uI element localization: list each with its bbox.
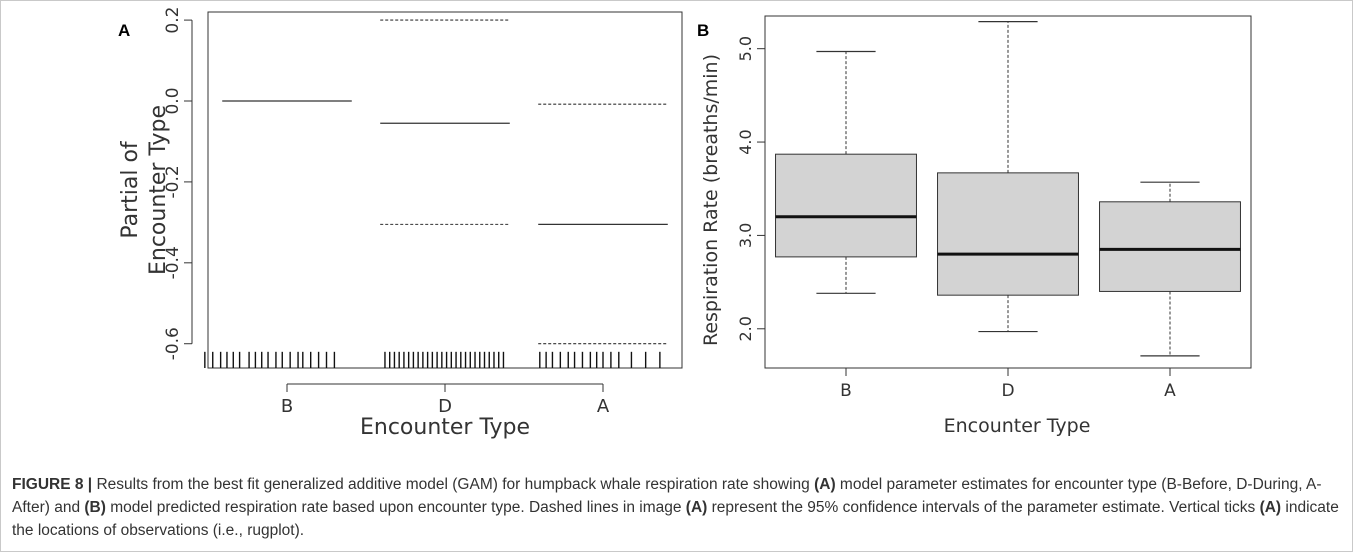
panel-b-plot <box>775 21 1241 357</box>
caption-text: Results from the best fit generalized ad… <box>92 476 815 493</box>
x-tick-label: A <box>1164 381 1176 401</box>
x-tick-label: B <box>840 381 852 401</box>
caption-ref-a: (A) <box>814 476 836 493</box>
y-tick-label: -0.4 <box>163 246 183 279</box>
caption-figure-label: FIGURE 8 | <box>12 476 93 493</box>
panel-a-xlabel: Encounter Type <box>360 415 530 440</box>
y-tick-label: -0.2 <box>163 165 183 198</box>
panel-b-letter: B <box>697 21 709 40</box>
x-tick-label: D <box>438 396 452 417</box>
caption-text: model predicted respiration rate based u… <box>105 499 686 516</box>
panel-a: A -0.6 -0.4 -0.2 0.0 0.2 B D A Encounter Type P… <box>118 7 683 440</box>
x-tick-label: A <box>597 396 610 417</box>
y-tick-label: 2.0 <box>736 316 755 341</box>
panel-a-plot <box>204 19 668 368</box>
caption-text: represent the 95% confidence intervals o… <box>707 499 1260 516</box>
panel-b-ylabel: Respiration Rate (breaths/min) <box>700 54 722 346</box>
panel-a-plot-frame <box>207 11 683 369</box>
panel-a-ylabel-line2: Encounter Type <box>146 105 171 275</box>
y-tick-label: 5.0 <box>736 36 755 61</box>
panel-a-ylabel-line1: Partial of <box>118 140 143 239</box>
x-tick-label: D <box>1001 381 1014 401</box>
caption-text: model parameter estimates for encounter … <box>12 476 1322 516</box>
figure-caption: FIGURE 8 | Results from the best fit gen… <box>12 473 1342 542</box>
panel-b-axes: 2.0 3.0 4.0 5.0 B D A <box>736 36 1176 401</box>
panel-b-xlabel: Encounter Type <box>944 415 1091 437</box>
caption-ref-a: (A) <box>1259 499 1282 516</box>
x-tick-label: B <box>281 396 293 417</box>
panel-a-axes: -0.6 -0.4 -0.2 0.0 0.2 B D A <box>163 7 610 417</box>
y-tick-label: 0.0 <box>163 87 183 114</box>
y-tick-label: 4.0 <box>736 129 755 154</box>
panel-a-letter: A <box>118 21 130 40</box>
figure-charts: A -0.6 -0.4 -0.2 0.0 0.2 B D A Encounter Type P… <box>118 7 1252 440</box>
caption-ref-b: (B) <box>84 499 106 516</box>
y-tick-label: 0.2 <box>163 7 183 34</box>
caption-text: indicate the locations of observations (… <box>12 499 1339 539</box>
box <box>775 153 917 258</box>
caption-ref-a: (A) <box>685 499 708 516</box>
panel-b: B 2.0 3.0 4.0 5.0 B D A Encounter Type Respira… <box>697 15 1252 437</box>
box <box>1099 201 1241 292</box>
box <box>937 172 1079 296</box>
y-tick-label: -0.6 <box>163 327 183 360</box>
y-tick-label: 3.0 <box>736 223 755 248</box>
